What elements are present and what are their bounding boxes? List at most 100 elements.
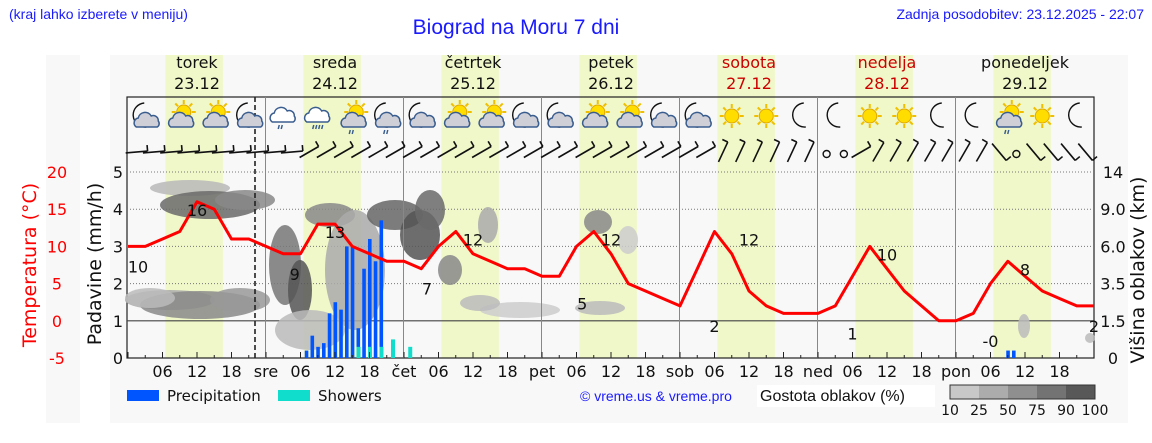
cloud-blob: [210, 288, 270, 312]
density-swatch: [979, 385, 1008, 399]
last-updated: Zadnja posodobitev: 23.12.2025 - 22:07: [896, 6, 1144, 22]
temp-tick: 5: [52, 275, 62, 294]
precip-tick: 2: [113, 275, 123, 294]
day-abbrev-label: pon: [941, 362, 971, 381]
day-date: 26.12: [588, 74, 634, 93]
day-name: ponedeljek: [981, 53, 1070, 72]
wind-barb-icon: [316, 140, 337, 159]
hour-label: 12: [877, 362, 897, 381]
cloud-density-label: Gostota oblakov (%): [760, 388, 905, 405]
wind-barb-icon: [246, 144, 270, 154]
temperature-line: [128, 200, 1094, 323]
cloud-heavy-rain-icon: [303, 106, 331, 130]
hour-label: 12: [1015, 362, 1035, 381]
precip-bar: [310, 335, 315, 358]
density-swatch: [1008, 385, 1037, 399]
region-hint: (kraj lahko izberete v meniju): [9, 6, 188, 22]
sun-icon: [857, 104, 882, 128]
showers-bar: [356, 346, 361, 358]
wind-barb-icon: [975, 138, 989, 162]
weather-icons: [132, 100, 1082, 135]
density-label-bg: [757, 385, 935, 407]
wind-barb-icon: [804, 138, 815, 163]
hour-label: 12: [187, 362, 207, 381]
hour-label: 06: [704, 362, 724, 381]
cloud-blob: [1085, 333, 1095, 343]
cloud-blob: [1018, 314, 1030, 338]
day-name: petek: [588, 53, 634, 72]
cloud-blob: [438, 255, 462, 285]
wind-barb-icon: [142, 144, 166, 154]
density-tick: 75: [1028, 403, 1046, 419]
temp-value-label: 12: [601, 231, 621, 250]
moon-cloud-icon: [408, 102, 436, 128]
day-abbrev-label: sre: [254, 362, 278, 381]
temp-tick: 10: [47, 237, 67, 256]
precip-bar: [304, 350, 309, 358]
precip-bar: [322, 343, 326, 358]
cloud-blob: [584, 210, 612, 234]
day-date: 23.12: [174, 74, 220, 93]
temp-value-label: 2: [1089, 317, 1099, 336]
showers-bar: [408, 346, 413, 358]
precip-legend-swatch: [127, 390, 159, 401]
moon-cloud-icon: [132, 102, 160, 128]
sun-cloud-icon: [167, 100, 196, 128]
wind-barb-icon: [471, 140, 492, 159]
wind-barb-icon: [488, 140, 510, 159]
density-tick: 100: [1082, 403, 1109, 419]
day-abbrev-label: pet: [529, 362, 555, 381]
moon-cloud-icon: [512, 102, 540, 128]
wind-barb-icon: [678, 140, 699, 159]
sun-cloud-icon: [581, 100, 610, 128]
daylight-band: [717, 55, 775, 358]
wind-barb-icon: [991, 143, 1012, 162]
wind-barb-icon: [592, 140, 613, 159]
temp-value-label: 7: [422, 280, 432, 299]
density-swatch: [1037, 385, 1066, 399]
hour-label: 06: [428, 362, 448, 381]
precip-bar: [339, 309, 343, 358]
temp-axis-panel: [46, 55, 80, 423]
hour-label: 18: [1049, 362, 1069, 381]
precip-bar: [350, 246, 355, 358]
cloud-blob: [275, 310, 345, 350]
precip-bar: [362, 268, 366, 358]
wind-barb-icon: [454, 140, 475, 159]
temp-value-label: 10: [877, 245, 897, 264]
calm-wind-icon: [1012, 149, 1021, 159]
wind-barb-icon: [125, 144, 149, 154]
precip-legend-label: Precipitation: [167, 387, 261, 405]
temp-tick: -5: [49, 349, 65, 368]
wind-barb-icon: [851, 140, 872, 159]
moon-icon: [1068, 102, 1082, 128]
credit-link[interactable]: © vreme.us & vreme.pro: [580, 388, 732, 404]
precip-bar: [327, 313, 332, 358]
moon-icon: [826, 102, 841, 128]
sun-cloud-icon: [478, 100, 507, 128]
density-tick: 90: [1057, 403, 1075, 419]
wind-barb-icon: [872, 138, 885, 162]
wind-barb-icon: [229, 144, 252, 154]
cloud-axis-title: Višina oblakov (km): [1127, 177, 1149, 364]
precip-bar: [379, 220, 384, 358]
precip-tick: 5: [113, 163, 123, 182]
day-abbrev-label: ned: [803, 362, 833, 381]
moon-cloud-icon: [236, 102, 264, 128]
hour-label: 12: [601, 362, 621, 381]
temp-tick: 15: [47, 200, 67, 219]
wind-barb-icon: [177, 144, 201, 154]
legend: Precipitation Showers Gostota oblakov (%) 1…: [127, 384, 1109, 419]
hour-label: 18: [359, 362, 379, 381]
cloud-blob: [415, 190, 445, 230]
cloud-height-tick: 6.0: [1100, 237, 1125, 256]
temp-value-label: 8: [1020, 260, 1030, 279]
wind-barb-icon: [350, 140, 372, 159]
sun-icon: [1030, 104, 1055, 128]
daylight-band: [993, 55, 1051, 358]
temp-value-label: 13: [325, 223, 345, 242]
y-axes: 20151050-5543210149.06.03.51.50Temperatu…: [19, 163, 1149, 368]
wind-barb-icon: [194, 144, 218, 154]
day-name: sobota: [722, 53, 776, 72]
wind-barb-icon: [1025, 143, 1046, 162]
